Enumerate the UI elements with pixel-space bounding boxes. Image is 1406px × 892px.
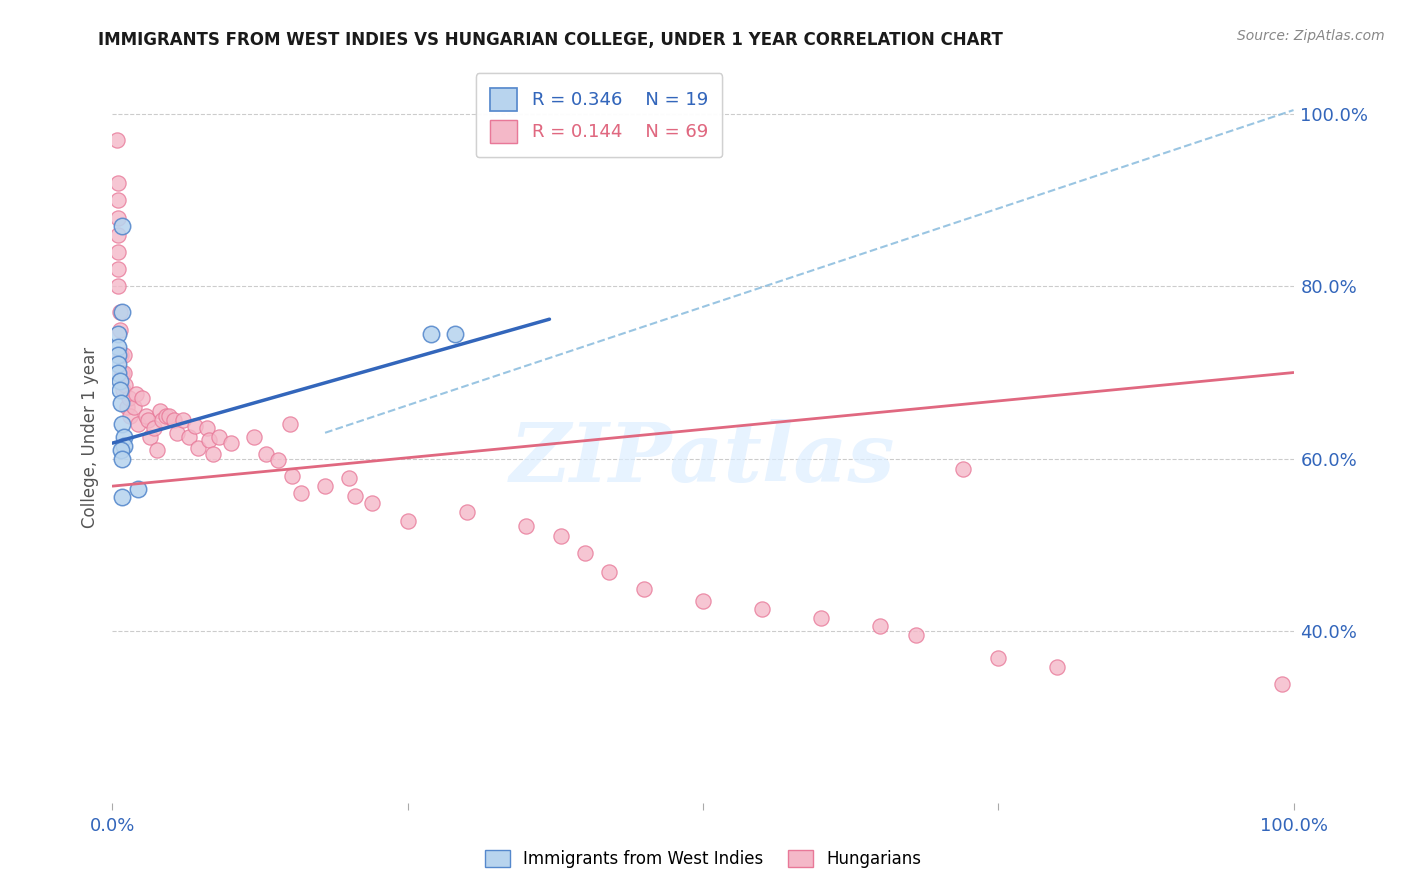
Point xyxy=(110,395,132,409)
Point xyxy=(110,348,132,362)
Text: Source: ZipAtlas.com: Source: ZipAtlas.com xyxy=(1237,29,1385,43)
Point xyxy=(515,518,537,533)
Point xyxy=(107,194,129,208)
Point xyxy=(278,417,301,432)
Point xyxy=(290,486,312,500)
Point xyxy=(120,409,142,423)
Point xyxy=(172,413,194,427)
Point xyxy=(361,496,384,510)
Point xyxy=(150,413,173,427)
Point xyxy=(110,442,132,457)
Point xyxy=(111,219,134,234)
Point xyxy=(1271,677,1294,691)
Point xyxy=(337,470,360,484)
Point xyxy=(122,400,145,414)
Point xyxy=(201,447,224,461)
Point xyxy=(149,404,172,418)
Point xyxy=(112,366,135,380)
Y-axis label: College, Under 1 year: College, Under 1 year xyxy=(80,346,98,528)
Point xyxy=(112,430,135,444)
Point xyxy=(111,305,134,319)
Point xyxy=(198,433,221,447)
Point xyxy=(108,305,131,319)
Point xyxy=(420,326,443,341)
Text: IMMIGRANTS FROM WEST INDIES VS HUNGARIAN COLLEGE, UNDER 1 YEAR CORRELATION CHART: IMMIGRANTS FROM WEST INDIES VS HUNGARIAN… xyxy=(98,31,1004,49)
Point xyxy=(157,409,180,423)
Point xyxy=(343,490,366,504)
Point xyxy=(598,565,620,579)
Point xyxy=(111,417,134,432)
Point xyxy=(139,430,162,444)
Point xyxy=(243,430,266,444)
Point xyxy=(987,651,1010,665)
Point xyxy=(107,262,129,277)
Point xyxy=(444,326,467,341)
Point xyxy=(135,409,157,423)
Point xyxy=(155,409,177,423)
Point xyxy=(118,392,141,406)
Point xyxy=(108,383,131,397)
Point xyxy=(142,421,165,435)
Point xyxy=(219,436,242,450)
Point xyxy=(179,430,201,444)
Point xyxy=(208,430,231,444)
Point xyxy=(112,348,135,362)
Point xyxy=(114,378,136,392)
Point xyxy=(107,326,129,341)
Point xyxy=(163,413,186,427)
Point xyxy=(112,439,135,453)
Point xyxy=(107,366,129,380)
Point xyxy=(267,453,290,467)
Legend: R = 0.346    N = 19, R = 0.144    N = 69: R = 0.346 N = 19, R = 0.144 N = 69 xyxy=(475,73,723,157)
Point xyxy=(107,357,129,371)
Point xyxy=(131,392,153,406)
Text: ZIPatlas: ZIPatlas xyxy=(510,419,896,499)
Point xyxy=(146,442,169,457)
Point xyxy=(456,505,478,519)
Point xyxy=(112,383,135,397)
Point xyxy=(692,593,714,607)
Point xyxy=(952,462,974,476)
Point xyxy=(107,227,129,242)
Point xyxy=(108,322,131,336)
Point xyxy=(107,211,129,225)
Legend: Immigrants from West Indies, Hungarians: Immigrants from West Indies, Hungarians xyxy=(478,843,928,875)
Point xyxy=(136,413,159,427)
Point xyxy=(127,417,149,432)
Point xyxy=(186,442,208,456)
Point xyxy=(633,582,655,597)
Point xyxy=(105,133,128,147)
Point xyxy=(125,387,148,401)
Point xyxy=(195,421,218,435)
Point xyxy=(107,245,129,260)
Point xyxy=(127,482,149,496)
Point xyxy=(1046,660,1069,674)
Point xyxy=(281,468,304,483)
Point xyxy=(869,619,891,633)
Point xyxy=(574,546,596,560)
Point xyxy=(111,491,134,505)
Point xyxy=(111,451,134,466)
Point xyxy=(115,400,138,414)
Point xyxy=(108,374,131,388)
Point xyxy=(810,611,832,625)
Point xyxy=(166,425,188,440)
Point xyxy=(550,529,572,543)
Point xyxy=(107,340,129,354)
Point xyxy=(254,447,277,461)
Point xyxy=(751,602,773,616)
Point xyxy=(107,348,129,362)
Point xyxy=(107,176,129,190)
Point xyxy=(107,279,129,293)
Point xyxy=(111,366,134,380)
Point xyxy=(314,479,336,493)
Point xyxy=(184,418,207,433)
Point xyxy=(904,628,927,642)
Point xyxy=(396,514,419,528)
